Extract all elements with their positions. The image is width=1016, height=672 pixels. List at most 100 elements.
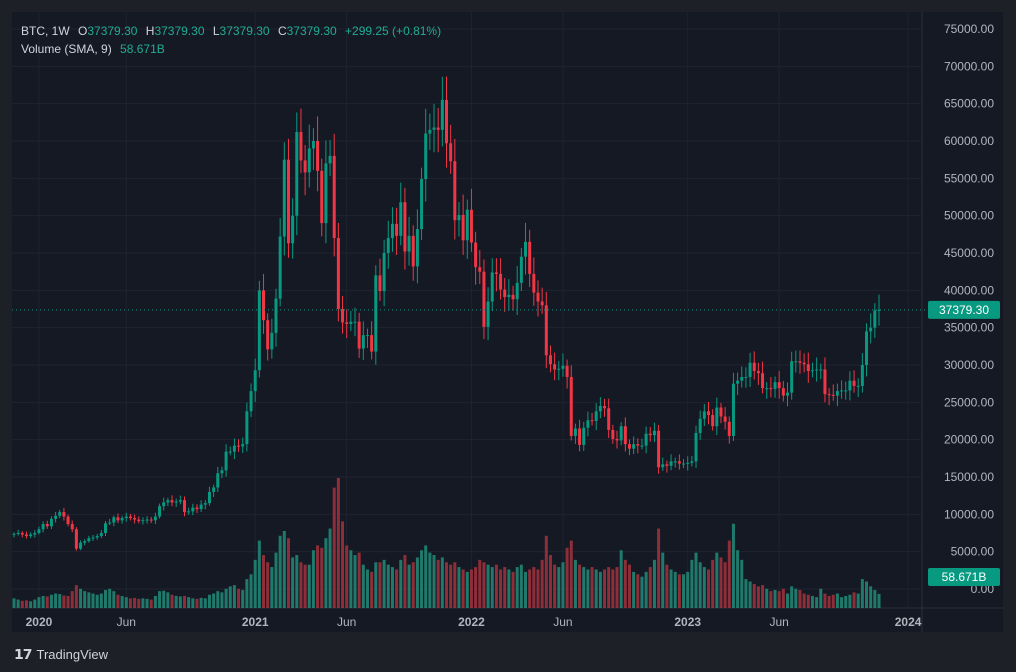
candle-body bbox=[702, 411, 706, 419]
volume-bar bbox=[24, 600, 28, 608]
candle-body bbox=[282, 159, 286, 237]
volume-bar bbox=[690, 559, 694, 608]
volume-bar bbox=[682, 574, 686, 608]
candle-body bbox=[70, 524, 74, 530]
candle-body bbox=[220, 470, 224, 474]
candle-body bbox=[357, 321, 361, 349]
close-value: 37379.30 bbox=[286, 24, 337, 38]
candle-body bbox=[727, 421, 731, 436]
volume-bar bbox=[840, 597, 844, 608]
volume-bar bbox=[324, 538, 328, 608]
volume-bar bbox=[332, 487, 336, 608]
volume-bar bbox=[195, 598, 199, 608]
candle-body bbox=[806, 364, 810, 371]
open-label: O bbox=[78, 24, 88, 38]
candle-body bbox=[187, 511, 191, 513]
candle-body bbox=[623, 426, 627, 445]
volume-tag bbox=[928, 568, 1000, 586]
candle-body bbox=[773, 382, 777, 389]
candle-body bbox=[170, 500, 174, 503]
candle-body bbox=[698, 418, 702, 433]
candle-body bbox=[840, 390, 844, 392]
brand-name[interactable]: TradingView bbox=[36, 647, 109, 662]
candle-body bbox=[320, 170, 324, 224]
volume-bar bbox=[199, 597, 203, 608]
price-tick-label: 55000.00 bbox=[944, 171, 994, 185]
candle-body bbox=[731, 383, 735, 436]
symbol-interval[interactable]: BTC, 1W bbox=[21, 24, 70, 38]
volume-bar bbox=[835, 593, 839, 608]
volume-bar bbox=[582, 567, 586, 608]
volume-bar bbox=[99, 593, 103, 608]
volume-bar bbox=[79, 588, 83, 608]
volume-bar bbox=[374, 562, 378, 608]
candle-body bbox=[860, 365, 864, 386]
candle-body bbox=[740, 376, 744, 381]
candle-body bbox=[158, 506, 162, 517]
volume-bar bbox=[278, 535, 282, 608]
time-tick-label: Jun bbox=[337, 615, 356, 629]
candle-body bbox=[103, 523, 107, 533]
volume-bar bbox=[494, 564, 498, 608]
candle-body bbox=[756, 370, 760, 374]
volume-bar bbox=[70, 591, 74, 608]
volume-bar bbox=[120, 595, 124, 608]
candle-body bbox=[790, 361, 794, 393]
volume-bar bbox=[478, 559, 482, 608]
candle-body bbox=[719, 407, 723, 417]
volume-indicator-label[interactable]: Volume (SMA, 9) bbox=[21, 42, 112, 56]
volume-bar bbox=[465, 571, 469, 608]
candle-body bbox=[694, 432, 698, 462]
candle-body bbox=[540, 301, 544, 306]
candle-body bbox=[382, 253, 386, 292]
volume-bar bbox=[303, 564, 307, 608]
open-value: 37379.30 bbox=[87, 24, 138, 38]
volume-bar bbox=[557, 567, 561, 608]
candle-body bbox=[436, 127, 440, 130]
volume-bar bbox=[532, 567, 536, 608]
candle-body bbox=[715, 407, 719, 427]
volume-bar bbox=[457, 567, 461, 608]
candle-body bbox=[133, 518, 137, 520]
volume-bar bbox=[731, 523, 735, 608]
volume-bar bbox=[756, 586, 760, 608]
time-tick-label: 2024 bbox=[895, 615, 922, 629]
candle-body bbox=[216, 473, 220, 488]
volume-bar bbox=[286, 538, 290, 608]
volume-bar bbox=[162, 590, 166, 608]
volume-bar bbox=[573, 559, 577, 608]
candle-body bbox=[810, 370, 814, 372]
candle-body bbox=[191, 507, 195, 512]
volume-bar bbox=[299, 562, 303, 608]
tradingview-logo-icon[interactable]: 𝟭𝟳 bbox=[14, 646, 33, 662]
volume-bar bbox=[345, 545, 349, 608]
volume-bar bbox=[207, 594, 211, 608]
candle-body bbox=[482, 271, 486, 327]
candle-body bbox=[765, 388, 769, 390]
candle-body bbox=[565, 365, 569, 377]
volume-bar bbox=[183, 595, 187, 608]
volume-bar bbox=[33, 599, 37, 608]
candle-body bbox=[295, 132, 299, 216]
candle-body bbox=[677, 461, 681, 464]
volume-bar bbox=[636, 574, 640, 608]
volume-bar bbox=[586, 569, 590, 608]
high-value: 37379.30 bbox=[154, 24, 205, 38]
candle-body bbox=[420, 179, 424, 230]
time-tick-label: Jun bbox=[770, 615, 789, 629]
candle-body bbox=[823, 369, 827, 395]
candle-body bbox=[761, 373, 765, 389]
volume-bar bbox=[865, 581, 869, 608]
volume-bar bbox=[58, 594, 62, 608]
volume-bar bbox=[598, 571, 602, 608]
candle-body bbox=[682, 463, 686, 465]
chart-legend: BTC, 1W O37379.30 H37379.30 L37379.30 C3… bbox=[21, 22, 446, 58]
candle-body bbox=[711, 415, 715, 427]
chart-panel[interactable] bbox=[12, 12, 1003, 632]
candle-body bbox=[769, 388, 773, 390]
volume-bar bbox=[665, 564, 669, 608]
volume-bar bbox=[83, 591, 87, 608]
volume-bar bbox=[453, 562, 457, 608]
volume-bar bbox=[590, 567, 594, 608]
